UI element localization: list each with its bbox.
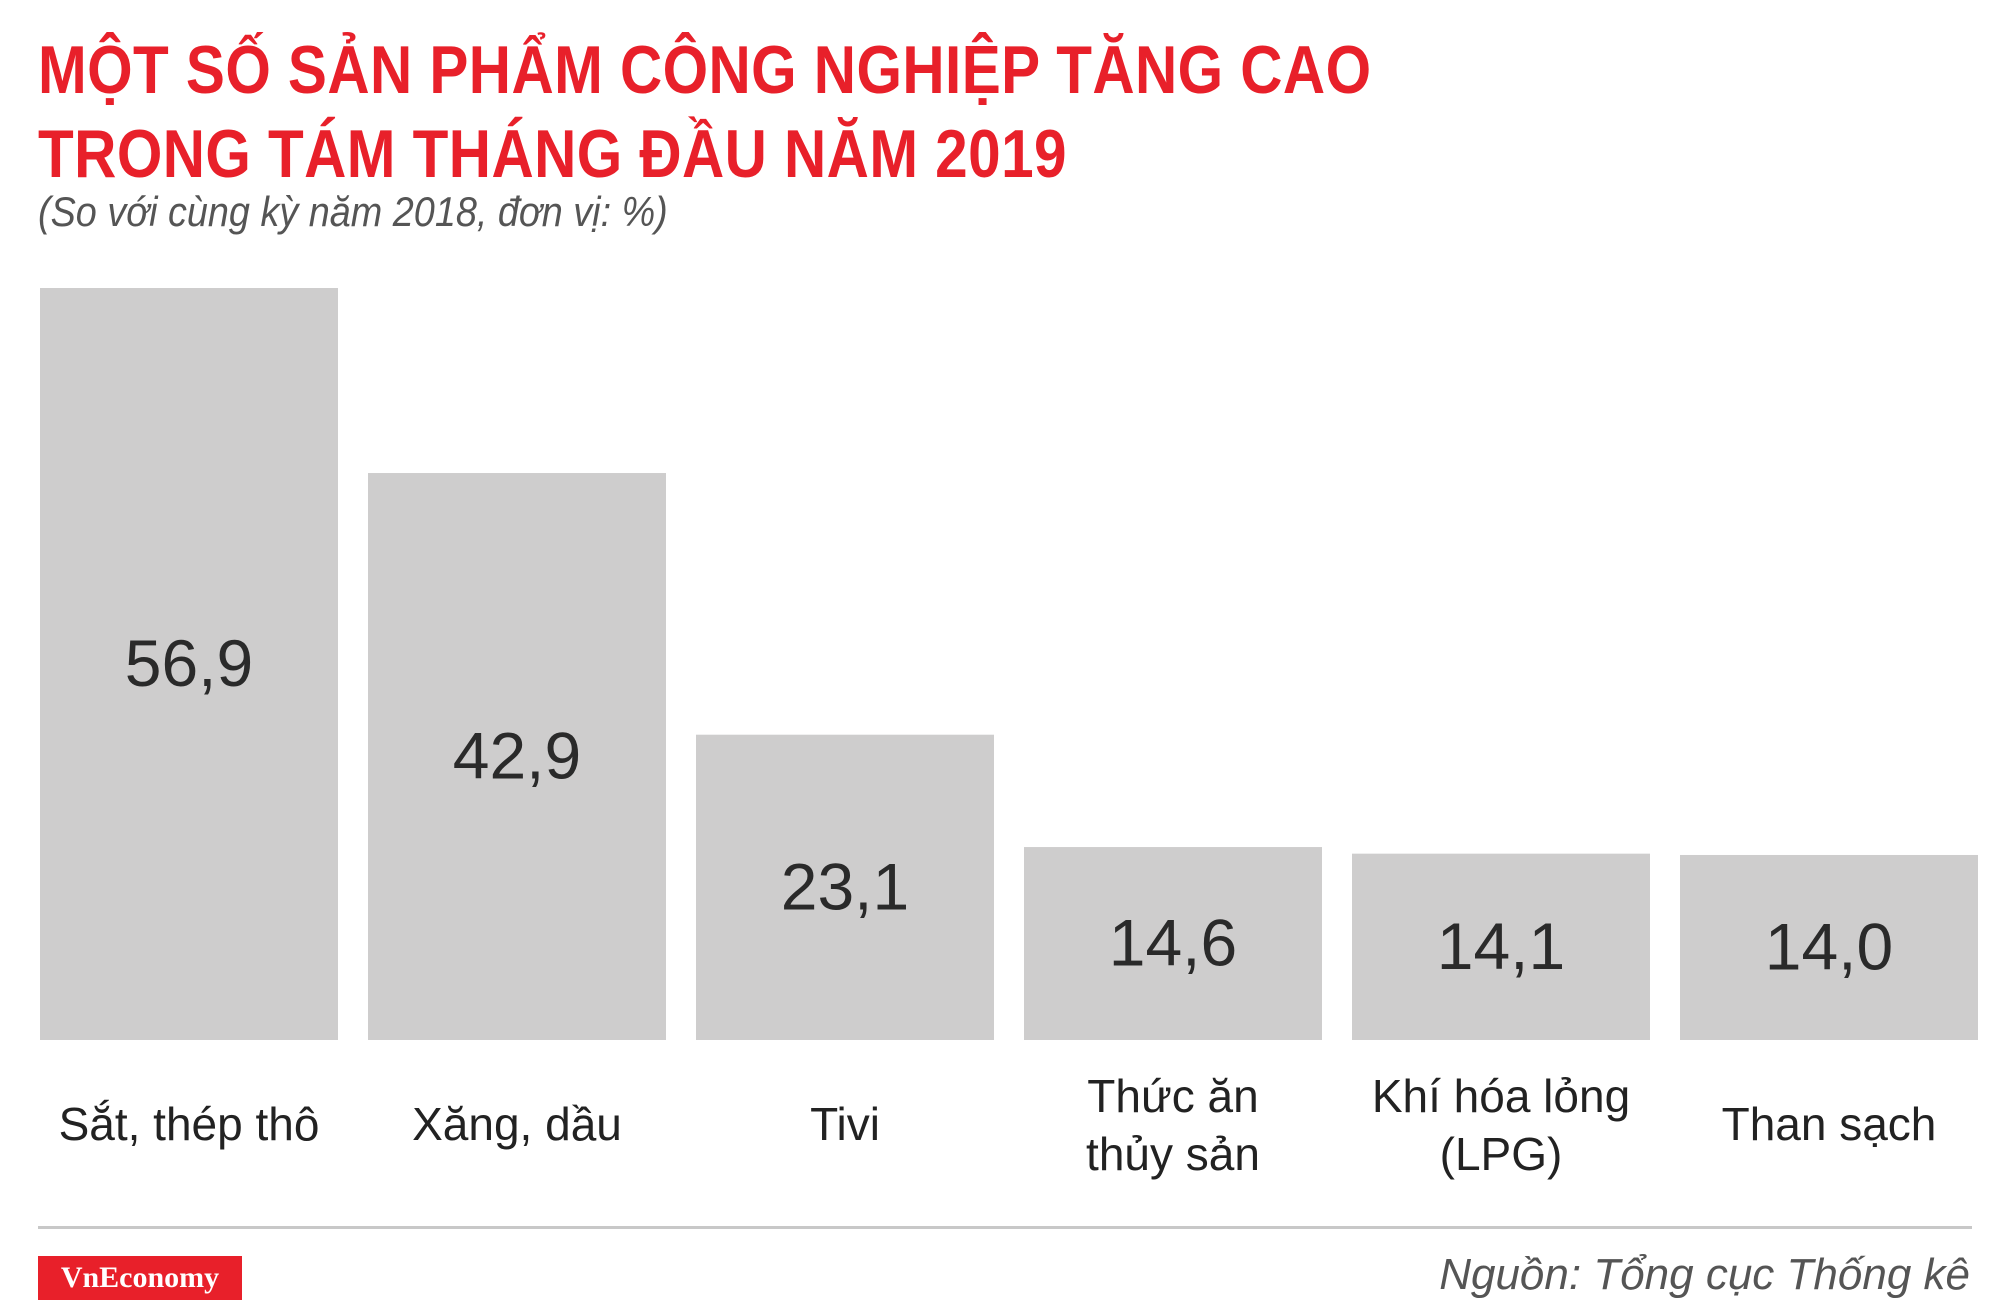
category-label-line: Tivi bbox=[810, 1098, 880, 1150]
bar-4 bbox=[1024, 847, 1322, 1040]
bar-value-label-6: 14,0 bbox=[1765, 909, 1893, 983]
chart-subtitle: (So với cùng kỳ năm 2018, đơn vị: %) bbox=[38, 188, 668, 235]
bar-value-label-5: 14,1 bbox=[1437, 909, 1565, 983]
chart-title-line-2: TRONG TÁM THÁNG ĐẦU NĂM 2019 bbox=[38, 116, 1067, 192]
bar-value-label-3: 23,1 bbox=[781, 849, 909, 923]
bar-5 bbox=[1352, 853, 1650, 1040]
bar-value-label-2: 42,9 bbox=[453, 719, 581, 793]
category-label-line: Than sạch bbox=[1722, 1098, 1937, 1150]
bar-1 bbox=[40, 288, 338, 1040]
category-label-line: Thức ăn bbox=[1087, 1070, 1258, 1122]
bar-6 bbox=[1680, 854, 1978, 1040]
category-label-line: Sắt, thép thô bbox=[59, 1098, 320, 1150]
category-label-2: Xăng, dầu bbox=[412, 1098, 622, 1150]
category-label-1: Sắt, thép thô bbox=[59, 1098, 320, 1150]
bar-2 bbox=[368, 473, 666, 1040]
category-label-4: Thức ăn thủy sản bbox=[1086, 1070, 1260, 1180]
category-label-line: Khí hóa lỏng bbox=[1372, 1070, 1630, 1122]
footer-divider bbox=[38, 1226, 1972, 1229]
bar-3 bbox=[696, 734, 994, 1040]
vneconomy-logo: VnEconomy bbox=[38, 1256, 242, 1300]
category-label-line: (LPG) bbox=[1440, 1128, 1563, 1180]
category-label-line: thủy sản bbox=[1086, 1128, 1260, 1180]
chart-title-line-1: MỘT SỐ SẢN PHẨM CÔNG NGHIỆP TĂNG CAO bbox=[38, 32, 1372, 108]
category-label-6: Than sạch bbox=[1722, 1098, 1937, 1150]
category-label-3: Tivi bbox=[810, 1098, 880, 1150]
category-label-line: Xăng, dầu bbox=[412, 1098, 622, 1150]
source-note: Nguồn: Tổng cục Thống kê bbox=[1439, 1250, 1970, 1299]
bar-value-label-1: 56,9 bbox=[125, 626, 253, 700]
category-label-5: Khí hóa lỏng (LPG) bbox=[1372, 1070, 1630, 1180]
bar-value-label-4: 14,6 bbox=[1109, 906, 1237, 980]
